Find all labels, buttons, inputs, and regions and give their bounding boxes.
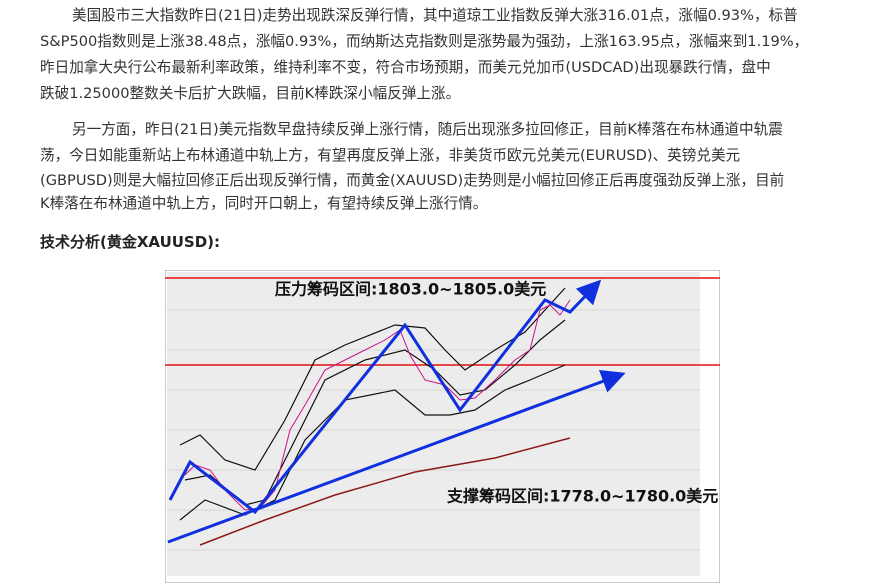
moving-average xyxy=(199,437,571,546)
text-line: S&P500指数则是上涨38.48点，涨幅0.93%，而纳斯达克指数则是涨势最为… xyxy=(40,33,809,50)
annotation: 支撑筹码区间:1778.0~1780.0美元 xyxy=(446,487,718,506)
grid xyxy=(167,309,700,551)
text-line: K棒落在布林通道中轨上方，同时开口朝上，有望持续反弹上涨行情。 xyxy=(40,195,488,212)
price-path xyxy=(184,299,571,511)
annotation: 压力筹码区间:1803.0~1805.0美元 xyxy=(275,280,546,299)
chart-image: 压力筹码区间:1803.0~1805.0美元 支撑筹码区间:1778.0~178… xyxy=(165,270,720,583)
text-line: 另一方面，昨日(21日)美元指数早盘持续反弹上涨行情，随后出现涨多拉回修正，目前… xyxy=(72,121,783,138)
text-line: 跌破1.25000整数关卡后扩大跌幅，目前K棒跌深小幅反弹上涨。 xyxy=(40,85,461,102)
price-axis xyxy=(700,272,718,576)
text-line: 昨日加拿大央行公布最新利率政策，维持利率不变，符合市场预期，而美元兑加币(USD… xyxy=(40,59,771,76)
section-heading: 技术分析(黄金XAUUSD): xyxy=(40,233,221,251)
text-line: 荡，今日如能重新站上布林通道中轨上方，有望再度反弹上涨，非美货币欧元兑美元(EU… xyxy=(40,147,741,164)
trend-arrow xyxy=(167,369,626,544)
text-line: (GBPUSD)则是大幅拉回修正后出现反弹行情，而黄金(XAUUSD)走势则是小… xyxy=(40,172,785,189)
trend-arrow xyxy=(168,279,602,515)
text-line: 美国股市三大指数昨日(21日)走势出现跌深反弹行情，其中道琼工业指数反弹大涨31… xyxy=(72,7,798,24)
plot-area xyxy=(167,272,700,576)
